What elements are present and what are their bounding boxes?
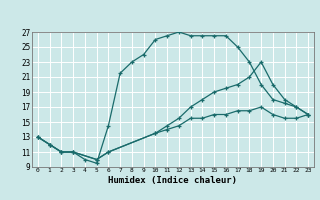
X-axis label: Humidex (Indice chaleur): Humidex (Indice chaleur) bbox=[108, 176, 237, 185]
